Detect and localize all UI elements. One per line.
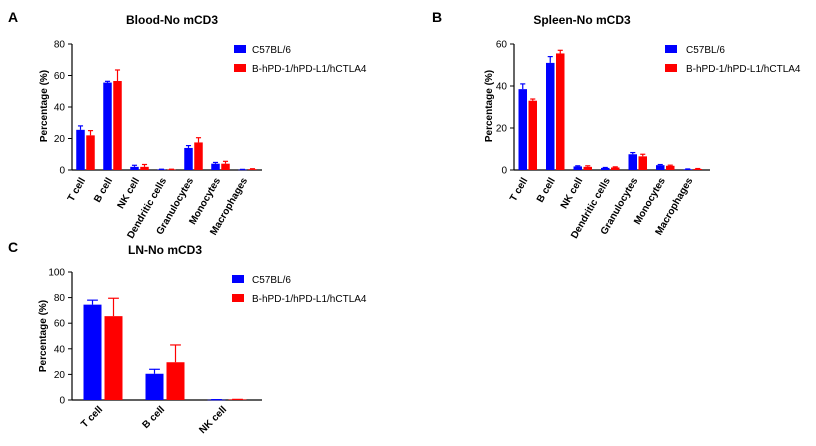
x-tick-label: T cell (508, 176, 530, 204)
y-tick-label: 100 (48, 268, 65, 279)
bar-b-hpd-1-hpd-l1-hctla4-t-cell (86, 135, 95, 170)
bar-b-hpd-1-hpd-l1-hctla4-monocytes (666, 165, 675, 170)
legend-label-humanized: B-hPD-1/hPD-L1/hCTLA4 (252, 64, 367, 75)
bar-b-hpd-1-hpd-l1-hctla4-macrophages (693, 168, 702, 170)
bar-b-hpd-1-hpd-l1-hctla4-t-cell (104, 316, 123, 400)
chart-title: Blood-No mCD3 (126, 13, 218, 27)
bar-b-hpd-1-hpd-l1-hctla4-dendritic-cells (611, 167, 620, 170)
y-tick-label: 0 (501, 166, 507, 177)
legend-swatch-c57bl6 (665, 45, 677, 53)
legend-swatch-humanized (665, 64, 677, 72)
y-tick-label: 20 (496, 124, 508, 135)
y-tick-label: 20 (54, 370, 66, 381)
bar-c57bl-6-nk-cell (130, 166, 139, 170)
bar-c57bl-6-b-cell (145, 373, 164, 400)
legend-swatch-humanized (232, 294, 244, 302)
x-tick-label: NK cell (559, 176, 586, 211)
legend: C57BL/6 B-hPD-1/hPD-L1/hCTLA4 (665, 45, 801, 75)
x-tick-label: NK cell (116, 176, 143, 211)
bar-c57bl-6-granulocytes (628, 154, 637, 170)
plot-area: 0 20 40 60 80 100 T cell B cell NK cell (48, 268, 262, 436)
bar-c57bl-6-dendritic-cells (601, 167, 610, 170)
y-axis-title: Percentage (%) (484, 70, 495, 142)
chart-title: LN-No mCD3 (128, 243, 202, 257)
bar-b-hpd-1-hpd-l1-hctla4-b-cell (166, 362, 185, 400)
y-tick-label: 60 (496, 40, 508, 51)
x-tick-label: B cell (92, 176, 115, 205)
legend-label-humanized: B-hPD-1/hPD-L1/hCTLA4 (686, 64, 801, 75)
y-axis-title: Percentage (%) (38, 300, 49, 372)
legend-swatch-c57bl6 (232, 275, 244, 283)
bar-b-hpd-1-hpd-l1-hctla4-monocytes (221, 163, 230, 170)
bar-c57bl-6-nk-cell (573, 166, 582, 170)
bar-c57bl-6-macrophages (683, 169, 692, 170)
bar-c57bl-6-t-cell (518, 89, 527, 170)
chart-title: Spleen-No mCD3 (533, 13, 631, 27)
x-tick-label: B cell (140, 404, 167, 431)
y-tick-label: 0 (59, 396, 65, 407)
bar-b-hpd-1-hpd-l1-hctla4-t-cell (528, 100, 537, 170)
x-tick-label: B cell (535, 176, 558, 205)
panel-a: A Blood-No mCD3 Percentage (%) 0 20 40 60 80… (8, 9, 367, 241)
panel-letter-c: C (8, 239, 18, 255)
bar-c57bl-6-t-cell (76, 129, 85, 170)
legend: C57BL/6 B-hPD-1/hPD-L1/hCTLA4 (232, 275, 367, 305)
panel-letter-b: B (432, 9, 442, 25)
bar-c57bl-6-monocytes (656, 165, 665, 170)
y-tick-label: 40 (54, 344, 66, 355)
bar-b-hpd-1-hpd-l1-hctla4-b-cell (113, 81, 122, 170)
panel-letter-a: A (8, 9, 18, 25)
bar-c57bl-6-monocytes (211, 163, 220, 170)
y-tick-label: 0 (59, 166, 65, 177)
bar-c57bl-6-t-cell (83, 304, 102, 400)
y-tick-label: 40 (54, 103, 66, 114)
y-tick-label: 40 (496, 82, 508, 93)
x-tick-label: T cell (66, 176, 88, 204)
y-tick-label: 20 (54, 134, 66, 145)
legend-label-c57bl6: C57BL/6 (252, 45, 291, 56)
bar-c57bl-6-b-cell (546, 62, 555, 170)
x-tick-label: NK cell (197, 404, 229, 436)
legend-label-c57bl6: C57BL/6 (252, 275, 291, 286)
legend-swatch-c57bl6 (234, 45, 246, 53)
bar-b-hpd-1-hpd-l1-hctla4-b-cell (556, 53, 565, 171)
y-tick-label: 80 (54, 293, 66, 304)
legend: C57BL/6 B-hPD-1/hPD-L1/hCTLA4 (234, 45, 367, 75)
panel-b: B Spleen-No mCD3 Percentage (%) 0 20 40 60 T… (432, 9, 801, 241)
bar-b-hpd-1-hpd-l1-hctla4-nk-cell (140, 166, 149, 170)
legend-swatch-humanized (234, 64, 246, 72)
bar-b-hpd-1-hpd-l1-hctla4-nk-cell (583, 166, 592, 170)
bar-c57bl-6-granulocytes (184, 147, 193, 170)
legend-label-c57bl6: C57BL/6 (686, 45, 725, 56)
y-tick-label: 60 (54, 319, 66, 330)
y-tick-label: 60 (54, 71, 66, 82)
bar-c57bl-6-b-cell (103, 82, 112, 170)
bar-b-hpd-1-hpd-l1-hctla4-macrophages (248, 169, 257, 170)
panel-c: C LN-No mCD3 Percentage (%) 0 20 40 60 80 100… (8, 239, 367, 436)
x-tick-label: T cell (79, 404, 105, 430)
y-tick-label: 80 (54, 40, 66, 51)
y-axis-title: Percentage (%) (39, 70, 50, 142)
legend-label-humanized: B-hPD-1/hPD-L1/hCTLA4 (252, 294, 367, 305)
bar-b-hpd-1-hpd-l1-hctla4-granulocytes (194, 142, 203, 170)
bar-b-hpd-1-hpd-l1-hctla4-granulocytes (638, 156, 647, 170)
